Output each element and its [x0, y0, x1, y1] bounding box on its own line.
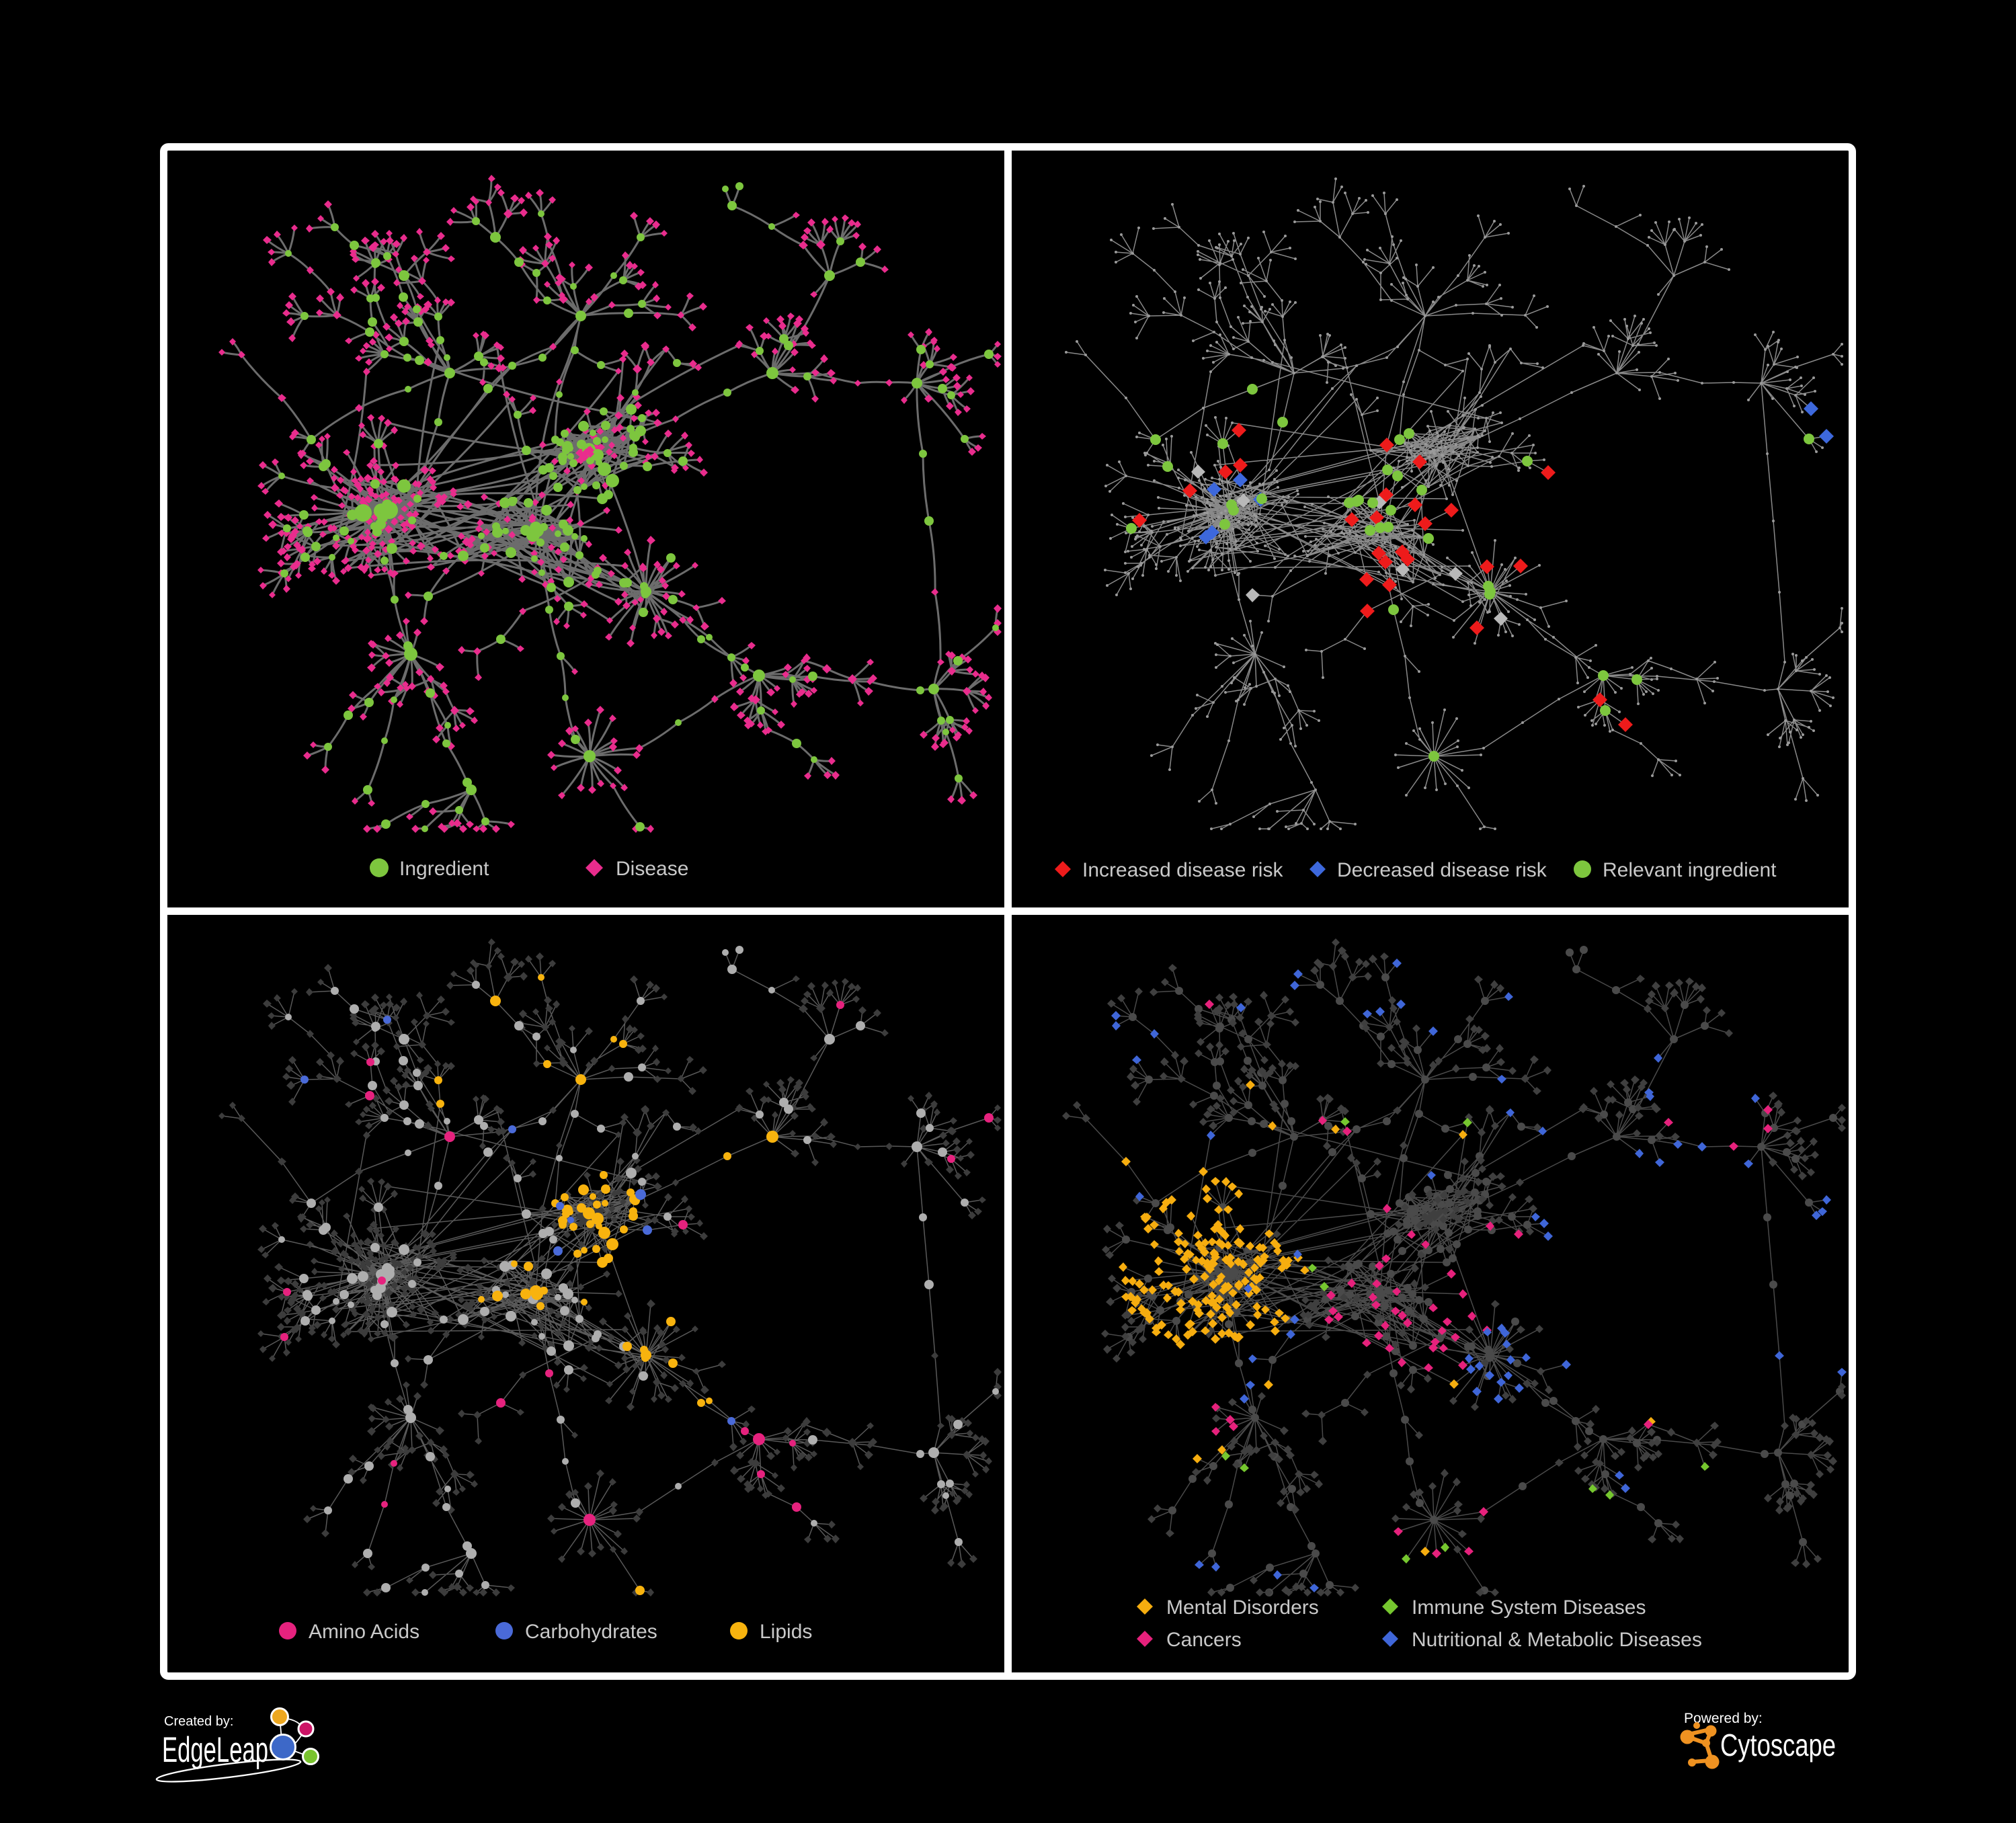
svg-text:Lipids: Lipids: [760, 1621, 812, 1643]
svg-text:Mental Disorders: Mental Disorders: [1166, 1596, 1319, 1619]
svg-text:Immune System Diseases: Immune System Diseases: [1412, 1596, 1646, 1619]
svg-text:Ingredient: Ingredient: [399, 858, 489, 880]
svg-text:EdgeLeap: EdgeLeap: [162, 1730, 268, 1770]
svg-text:Nutritional & Metabolic Diseas: Nutritional & Metabolic Diseases: [1412, 1629, 1702, 1651]
svg-text:Cancers: Cancers: [1166, 1629, 1242, 1651]
svg-text:Relevant ingredient: Relevant ingredient: [1603, 859, 1777, 881]
svg-text:Cytoscape: Cytoscape: [1720, 1728, 1836, 1763]
svg-text:Decreased disease risk: Decreased disease risk: [1337, 859, 1547, 881]
svg-text:Created by:: Created by:: [164, 1714, 233, 1729]
svg-text:Carbohydrates: Carbohydrates: [525, 1621, 657, 1643]
svg-text:Powered by:: Powered by:: [1684, 1711, 1763, 1726]
svg-text:Amino Acids: Amino Acids: [309, 1621, 419, 1643]
svg-text:Increased disease risk: Increased disease risk: [1082, 859, 1283, 881]
svg-text:Disease: Disease: [616, 858, 688, 880]
